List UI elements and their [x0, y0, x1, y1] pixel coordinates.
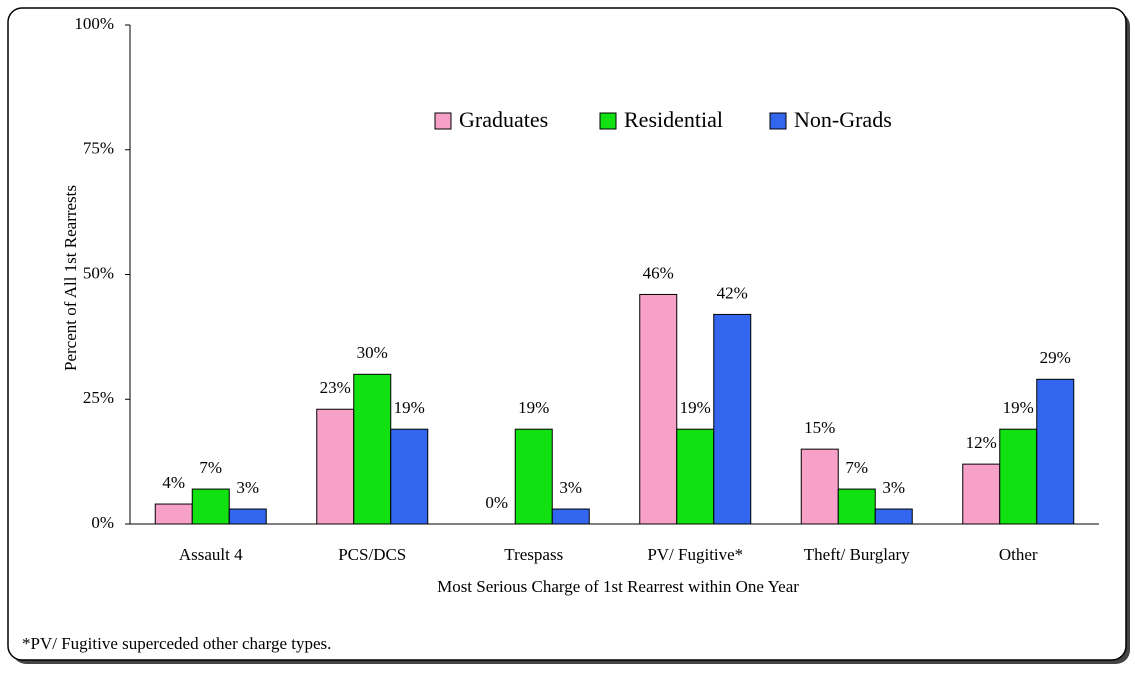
legend-swatch: [434, 112, 452, 130]
x-axis-title: Most Serious Charge of 1st Rearrest with…: [437, 577, 799, 596]
bar: [639, 293, 678, 525]
data-label: 12%: [966, 433, 997, 452]
bar: [962, 463, 1001, 525]
data-label: 29%: [1040, 348, 1071, 367]
bar: [676, 428, 715, 525]
bar: [154, 503, 193, 525]
legend-label: Residential: [624, 107, 723, 132]
y-tick-label: 100%: [74, 14, 114, 33]
bar: [228, 508, 267, 525]
x-tick-label: PCS/DCS: [338, 545, 406, 564]
bar: [514, 428, 553, 525]
data-label: 46%: [643, 263, 674, 282]
x-tick-label: PV/ Fugitive*: [647, 545, 743, 564]
bar: [191, 488, 230, 525]
legend-swatch: [769, 112, 787, 130]
data-label: 3%: [882, 478, 905, 497]
y-tick-label: 75%: [83, 139, 114, 158]
y-axis-title: Percent of All 1st Rearrests: [61, 185, 80, 371]
bar: [800, 448, 839, 525]
x-tick-label: Trespass: [504, 545, 563, 564]
x-tick-label: Theft/ Burglary: [804, 545, 910, 564]
data-label: 19%: [518, 398, 549, 417]
data-label: 19%: [394, 398, 425, 417]
footnote: *PV/ Fugitive superceded other charge ty…: [22, 634, 331, 653]
bar: [999, 428, 1038, 525]
legend-label: Non-Grads: [794, 107, 892, 132]
data-label: 19%: [1003, 398, 1034, 417]
bar: [316, 408, 355, 525]
data-label: 3%: [559, 478, 582, 497]
data-label: 7%: [199, 458, 222, 477]
data-label: 42%: [717, 283, 748, 302]
y-tick-label: 25%: [83, 388, 114, 407]
data-label: 3%: [236, 478, 259, 497]
frame: [7, 7, 1127, 661]
bar: [874, 508, 913, 525]
x-tick-label: Other: [999, 545, 1038, 564]
bar: [390, 428, 429, 525]
data-label: 23%: [320, 378, 351, 397]
legend-swatch: [599, 112, 617, 130]
y-tick-label: 50%: [83, 263, 114, 282]
bar: [1036, 378, 1075, 525]
data-label: 30%: [357, 343, 388, 362]
data-label: 4%: [162, 473, 185, 492]
data-label: 15%: [804, 418, 835, 437]
bar: [837, 488, 876, 525]
bar: [551, 508, 590, 525]
x-tick-label: Assault 4: [179, 545, 243, 564]
bar: [353, 373, 392, 525]
data-label: 7%: [845, 458, 868, 477]
data-label: 19%: [680, 398, 711, 417]
legend-label: Graduates: [459, 107, 548, 132]
bar: [713, 313, 752, 525]
y-tick-label: 0%: [91, 513, 114, 532]
data-label: 0%: [485, 493, 508, 512]
